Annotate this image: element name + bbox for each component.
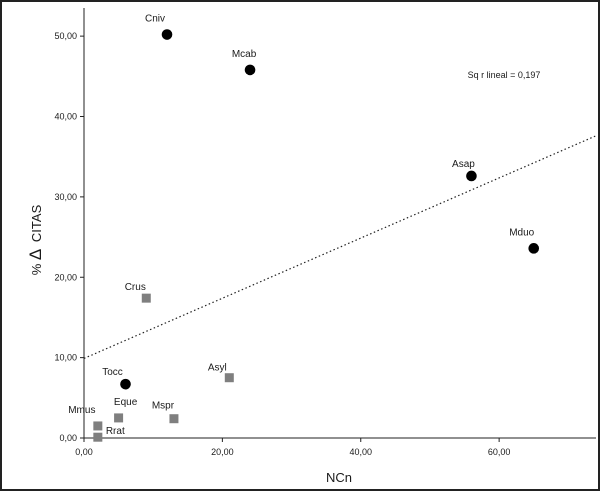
point-cniv	[161, 29, 173, 40]
y-tick-label: 50,00	[54, 31, 77, 41]
delta-symbol: Δ	[26, 249, 45, 260]
label-mcab: Mcab	[232, 49, 257, 60]
point-labels: Cniv Mcab Asap Mduo Tocc Crus Asyl Mmus Eque Mspr…	[68, 14, 534, 438]
label-rrat: Rrat	[106, 426, 125, 437]
x-tick-label: 20,00	[211, 447, 234, 457]
point-eque	[114, 413, 124, 423]
label-cniv: Cniv	[145, 14, 165, 25]
x-tick-label: 0,00	[75, 447, 93, 457]
x-ticks: 0,00 20,00 40,00 60,00	[75, 438, 510, 457]
label-mspr: Mspr	[152, 401, 175, 412]
x-tick-label: 60,00	[488, 447, 511, 457]
point-mspr	[169, 414, 179, 424]
r-squared-annotation: Sq r lineal = 0,197	[468, 70, 541, 80]
y-tick-label: 0,00	[59, 433, 77, 443]
point-tocc	[120, 378, 131, 390]
y-axis-label: % Δ CITAS	[26, 204, 45, 275]
fit-line	[83, 135, 597, 359]
data-points	[93, 29, 540, 442]
point-mcab	[244, 64, 256, 76]
label-eque: Eque	[114, 397, 138, 408]
point-rrat	[93, 432, 103, 442]
y-tick-label: 40,00	[54, 112, 77, 122]
label-mduo: Mduo	[509, 227, 534, 238]
label-asyl: Asyl	[208, 363, 227, 374]
point-crus	[141, 293, 151, 303]
x-axis-label: NCn	[326, 470, 352, 485]
point-asyl	[224, 373, 234, 383]
y-tick-label: 10,00	[54, 353, 77, 363]
y-tick-label: 20,00	[54, 272, 77, 282]
svg-text:% Δ CITAS: % Δ CITAS	[26, 204, 45, 275]
point-mmus	[93, 421, 103, 431]
label-asap: Asap	[452, 159, 475, 170]
y-axis-label-suffix: CITAS	[29, 204, 44, 242]
y-tick-label: 30,00	[54, 192, 77, 202]
label-crus: Crus	[125, 282, 146, 293]
axes	[83, 8, 596, 439]
point-mduo	[528, 243, 540, 254]
y-axis-label-prefix: %	[29, 260, 44, 275]
label-mmus: Mmus	[68, 405, 95, 416]
label-tocc: Tocc	[102, 367, 123, 378]
point-asap	[466, 170, 477, 182]
y-ticks: 0,00 10,00 20,00 30,00 40,00 50,00	[54, 31, 84, 443]
x-tick-label: 40,00	[349, 447, 372, 457]
